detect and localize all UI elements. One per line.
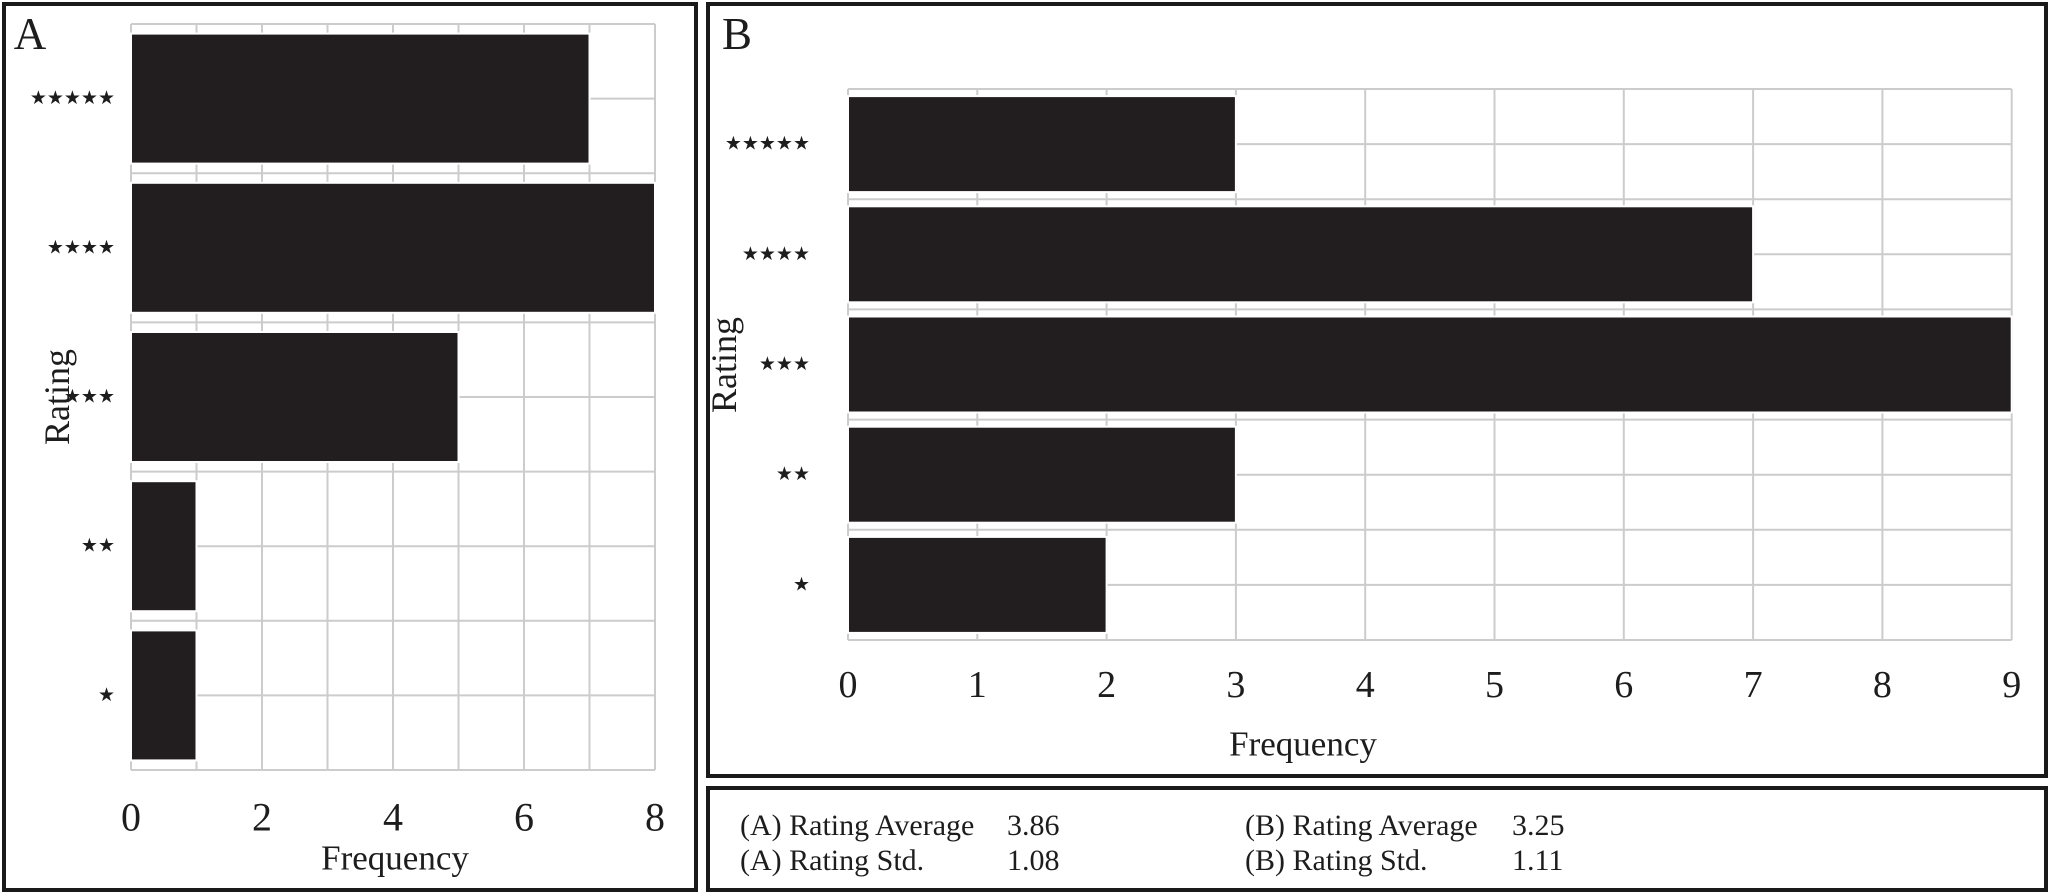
x-tick-label: 6 <box>1614 664 1633 706</box>
y-tick-stars: ★★★ <box>759 354 810 375</box>
y-tick-stars: ★★★★ <box>742 244 810 265</box>
y-tick-stars: ★ <box>793 574 810 595</box>
x-tick-label: 3 <box>1226 664 1245 706</box>
y-tick-stars: ★★ <box>81 536 115 557</box>
x-tick-label: 2 <box>252 795 272 840</box>
stat-b-average-value: 3.25 <box>1512 809 1565 842</box>
y-axis-label: Rating <box>704 317 744 413</box>
y-tick-stars: ★★★ <box>64 387 115 408</box>
chart-b: ★★★★★★★★★★★★★★★0 1 2 3 4 5 6 7 8 9FrequencyRating… <box>704 9 2021 764</box>
stat-a-std-value: 1.08 <box>1007 844 1060 877</box>
panel-a-border <box>2 2 698 892</box>
bar-a-1-star <box>130 629 198 762</box>
bar-b-3-star <box>847 315 2013 414</box>
y-tick-stars: ★★ <box>776 464 810 485</box>
stats-panel <box>706 786 2048 892</box>
bar-b-2-star <box>847 425 1237 524</box>
stat-a-average-label: (A) Rating Average <box>740 809 975 842</box>
x-tick-label: 6 <box>514 795 534 840</box>
x-tick-label: 1 <box>968 664 987 706</box>
x-tick-label: 4 <box>383 795 403 840</box>
stat-a-average-value: 3.86 <box>1007 809 1060 842</box>
stat-b-average-label: (B) Rating Average <box>1245 809 1478 842</box>
x-tick-label: 5 <box>1485 664 1504 706</box>
panel-letter-b: B <box>722 9 752 59</box>
bar-a-4-star <box>130 181 656 314</box>
y-tick-stars: ★★★★★ <box>725 134 810 155</box>
panel-letter-a: A <box>14 9 47 59</box>
stat-a-std-label: (A) Rating Std. <box>740 844 925 877</box>
bar-b-5-star <box>847 95 1237 194</box>
bar-b-4-star <box>847 205 1755 304</box>
x-tick-label: 2 <box>1097 664 1116 706</box>
y-tick-stars: ★★★★★ <box>30 88 115 109</box>
bar-a-5-star <box>130 32 591 165</box>
stat-b-std-value: 1.11 <box>1512 844 1564 877</box>
x-tick-label: 8 <box>1873 664 1892 706</box>
x-tick-label: 7 <box>1744 664 1763 706</box>
bar-a-3-star <box>130 331 460 463</box>
bar-a-2-star <box>130 480 198 613</box>
bar-b-1-star <box>847 535 1108 634</box>
x-tick-label: 8 <box>645 795 665 840</box>
y-axis-label: Rating <box>37 349 77 445</box>
x-tick-label: 9 <box>2002 664 2021 706</box>
x-axis-label: Frequency <box>321 839 469 878</box>
y-tick-stars: ★★★★ <box>47 237 115 258</box>
y-tick-stars: ★ <box>98 685 115 706</box>
x-tick-label: 4 <box>1356 664 1375 706</box>
x-tick-label: 0 <box>121 795 141 840</box>
stat-b-std-label: (B) Rating Std. <box>1245 844 1428 877</box>
panel-b-border <box>706 2 2048 778</box>
x-axis-label: Frequency <box>1229 725 1377 764</box>
x-tick-label: 0 <box>839 664 858 706</box>
